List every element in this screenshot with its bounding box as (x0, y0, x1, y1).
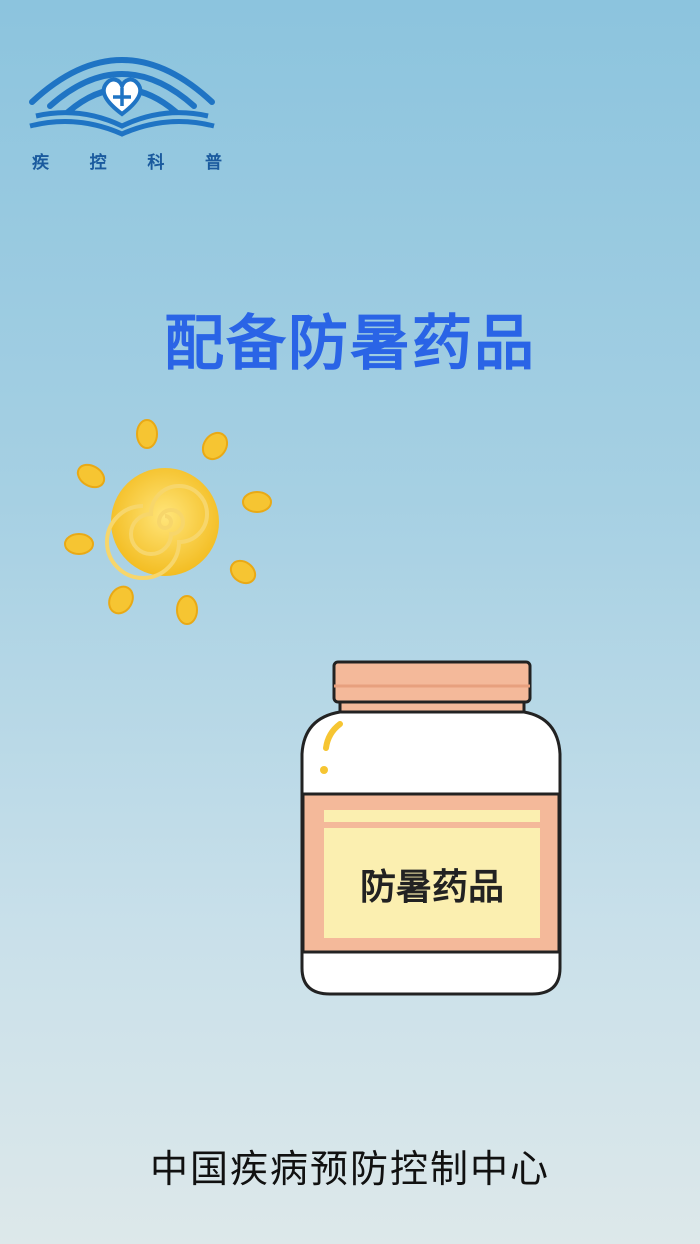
medicine-jar: 防暑药品 (300, 658, 562, 998)
sun-icon (64, 419, 272, 625)
logo-char: 控 (89, 153, 107, 173)
organization-name: 中国疾病预防控制中心 (149, 1147, 550, 1191)
logo-char: 普 (204, 153, 222, 173)
logo: 疾 控 科 普 (22, 30, 222, 175)
jar-label: 防暑药品 (359, 867, 504, 908)
page-title: 配备防暑药品 (164, 309, 536, 379)
logo-char: 疾 (32, 153, 49, 173)
medicine-jar-icon (300, 660, 562, 996)
logo-text: 疾 控 科 普 (32, 148, 222, 173)
open-book-heart-icon (29, 57, 215, 137)
logo-char: 科 (147, 153, 165, 173)
